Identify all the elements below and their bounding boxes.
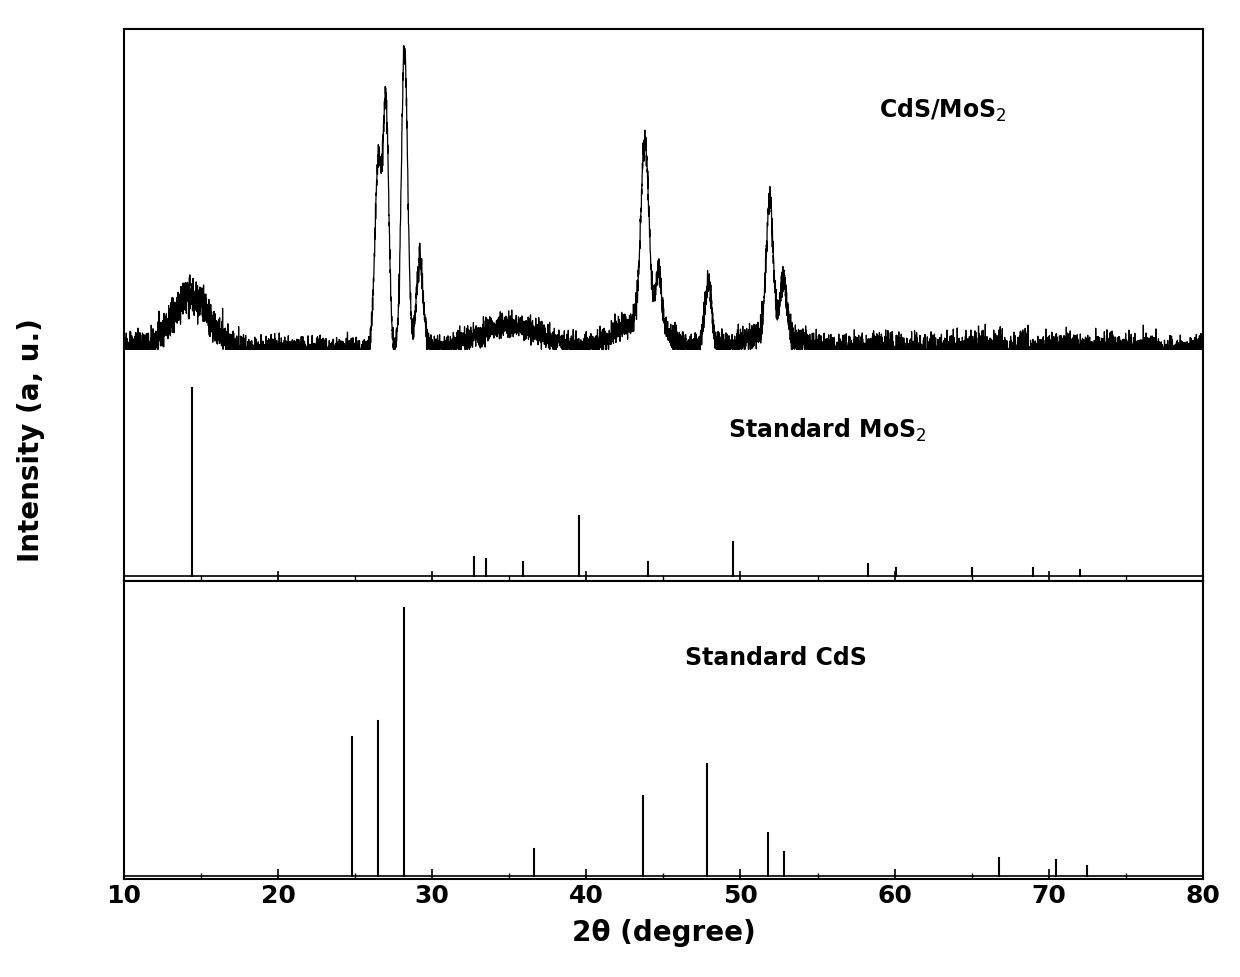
- Text: Intensity (a, u.): Intensity (a, u.): [17, 318, 45, 562]
- Text: Standard MoS$_2$: Standard MoS$_2$: [728, 416, 926, 444]
- Text: CdS/MoS$_2$: CdS/MoS$_2$: [879, 97, 1007, 124]
- Text: Standard CdS: Standard CdS: [684, 646, 867, 669]
- X-axis label: 2θ (degree): 2θ (degree): [572, 919, 755, 948]
